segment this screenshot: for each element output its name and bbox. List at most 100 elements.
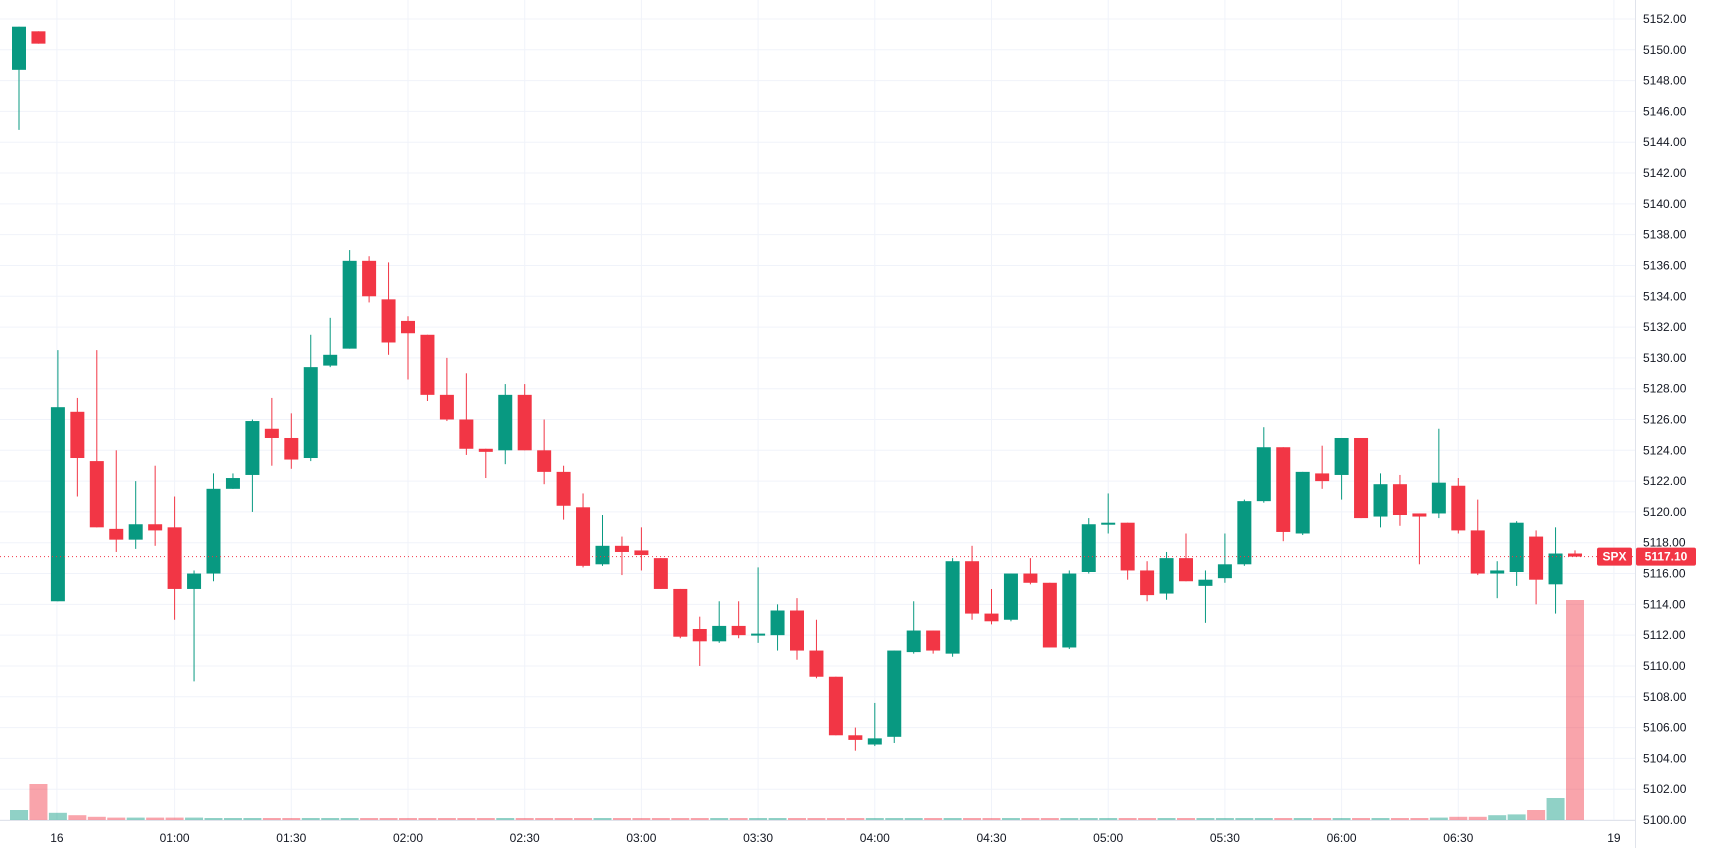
candle[interactable] — [1509, 521, 1524, 586]
candle[interactable] — [1392, 474, 1407, 526]
candle[interactable] — [673, 588, 688, 639]
candle[interactable] — [537, 419, 552, 485]
candle-body — [887, 650, 902, 737]
candle[interactable] — [439, 357, 454, 422]
candle[interactable] — [1568, 550, 1582, 557]
candle[interactable] — [420, 334, 435, 402]
candle[interactable] — [1023, 558, 1038, 585]
candle-body — [1101, 522, 1116, 525]
candle[interactable] — [790, 598, 804, 660]
candle[interactable] — [89, 350, 104, 528]
candle[interactable] — [945, 558, 960, 657]
candle[interactable] — [1042, 582, 1057, 648]
y-tick-label: 5136.00 — [1643, 258, 1687, 272]
candle-body — [1373, 484, 1388, 517]
candle[interactable] — [1490, 561, 1505, 599]
candle[interactable] — [1431, 428, 1446, 519]
candle[interactable] — [381, 262, 396, 355]
candle[interactable] — [1354, 437, 1369, 519]
candle[interactable] — [1198, 570, 1213, 623]
candle[interactable] — [1179, 533, 1193, 582]
candle[interactable] — [167, 496, 182, 620]
candle[interactable] — [1373, 473, 1388, 528]
candle[interactable] — [809, 619, 824, 679]
volume-bar — [749, 818, 768, 820]
candle[interactable] — [712, 601, 727, 643]
candle[interactable] — [1237, 499, 1252, 566]
candle[interactable] — [1548, 527, 1563, 614]
candle[interactable] — [1295, 471, 1310, 536]
candle[interactable] — [1470, 499, 1485, 576]
candle[interactable] — [906, 601, 921, 654]
candle[interactable] — [498, 384, 513, 465]
candle[interactable] — [828, 676, 843, 736]
candle[interactable] — [128, 481, 143, 549]
candle[interactable] — [206, 473, 221, 582]
candle-body — [439, 394, 454, 420]
candle[interactable] — [225, 473, 240, 489]
candle[interactable] — [323, 317, 338, 368]
candle[interactable] — [887, 650, 902, 743]
candle[interactable] — [556, 465, 571, 520]
candle[interactable] — [1529, 530, 1544, 605]
volume-bar — [593, 818, 612, 820]
candle[interactable] — [187, 570, 202, 682]
candle[interactable] — [1276, 447, 1291, 542]
candle[interactable] — [867, 702, 882, 747]
candle[interactable] — [770, 604, 785, 651]
candle[interactable] — [653, 558, 668, 589]
candle[interactable] — [50, 350, 65, 602]
candle[interactable] — [926, 630, 941, 654]
time-axis[interactable]: 16 01:00 01:30 02:00 02:30 03:00 03:30 04:00 04:… — [0, 820, 1635, 846]
y-tick-label: 5118.00 — [1643, 536, 1686, 550]
candle[interactable] — [1412, 513, 1427, 565]
candle[interactable] — [517, 384, 532, 451]
candle[interactable] — [595, 515, 610, 566]
candle[interactable] — [1120, 522, 1135, 580]
price-axis[interactable]: 5100.00 5102.00 5104.00 5106.00 5108.00 5110.… — [1635, 0, 1687, 848]
candle[interactable] — [848, 727, 863, 751]
candle[interactable] — [342, 250, 357, 349]
volume-bar — [1468, 816, 1487, 820]
candle[interactable] — [576, 493, 591, 568]
symbol-tag-bg — [1597, 547, 1632, 566]
candle[interactable] — [1062, 570, 1077, 650]
candle[interactable] — [692, 616, 707, 666]
candle[interactable] — [303, 334, 318, 462]
candle[interactable] — [965, 545, 980, 620]
candle[interactable] — [109, 450, 124, 552]
candle[interactable] — [634, 527, 649, 571]
candle[interactable] — [1256, 427, 1271, 503]
candle[interactable] — [751, 567, 766, 643]
candle[interactable] — [1315, 445, 1330, 489]
candle[interactable] — [148, 465, 163, 546]
candle[interactable] — [984, 588, 999, 625]
candle[interactable] — [1334, 437, 1349, 500]
candle[interactable] — [1140, 561, 1155, 602]
candle[interactable] — [459, 373, 474, 455]
candle[interactable] — [614, 536, 629, 576]
y-tick-label: 5116.00 — [1643, 567, 1686, 581]
candle[interactable] — [1081, 518, 1096, 574]
candle-body — [225, 478, 240, 489]
candle-body — [1470, 530, 1485, 574]
candle[interactable] — [284, 413, 299, 469]
volume-bar — [29, 784, 48, 820]
candle[interactable] — [1217, 533, 1232, 583]
candle[interactable] — [1159, 551, 1174, 600]
candle[interactable] — [12, 26, 26, 130]
candle[interactable] — [362, 256, 377, 303]
candle-body — [264, 428, 279, 438]
candle[interactable] — [401, 316, 415, 380]
candle[interactable] — [1451, 478, 1466, 534]
candle[interactable] — [1003, 573, 1018, 622]
candle[interactable] — [245, 419, 260, 512]
candle[interactable] — [264, 397, 279, 466]
candle[interactable] — [478, 448, 493, 479]
candle[interactable] — [731, 601, 746, 639]
candle[interactable] — [1101, 493, 1116, 534]
candle[interactable] — [70, 397, 85, 497]
candle[interactable] — [31, 31, 46, 44]
